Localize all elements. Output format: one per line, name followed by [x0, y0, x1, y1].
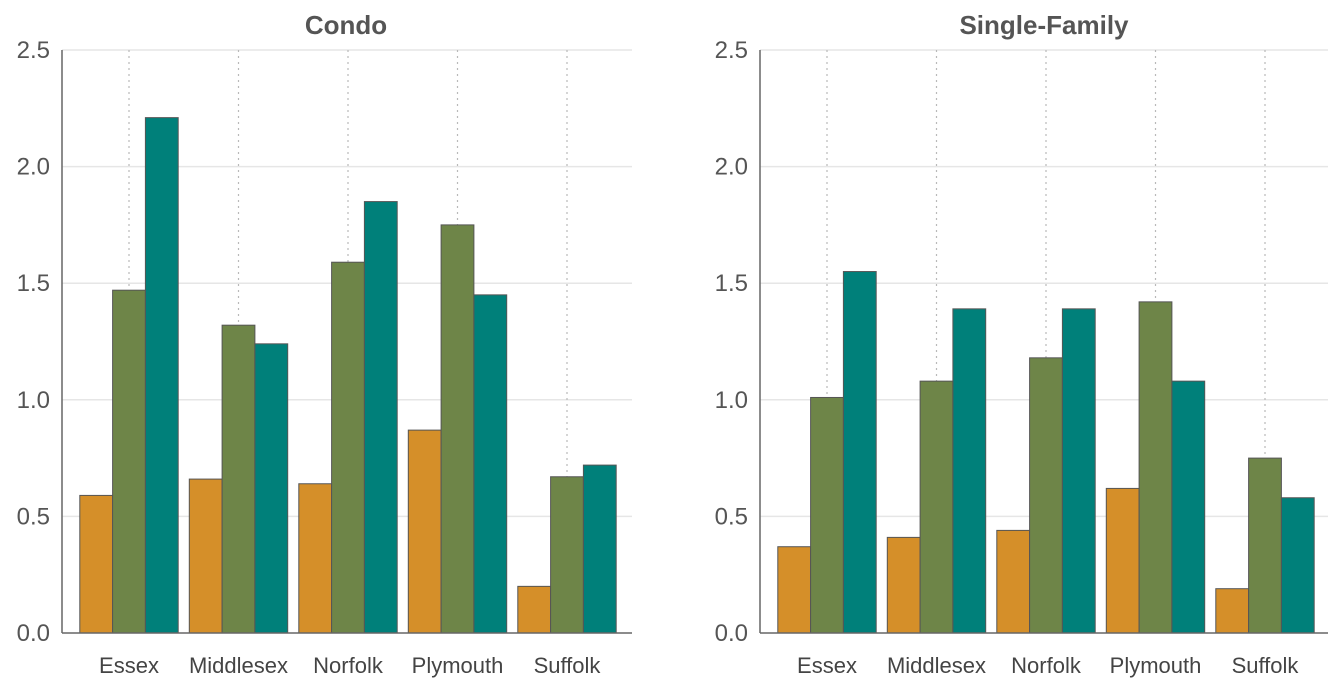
x-tick-label: Suffolk	[534, 653, 602, 678]
y-tick-label: 2.5	[715, 37, 748, 64]
bar	[1105, 487, 1140, 634]
bar	[144, 117, 179, 634]
bar	[582, 464, 617, 634]
y-tick-label: 2.0	[715, 154, 748, 181]
x-tick-label: Essex	[797, 653, 857, 678]
bar	[1171, 380, 1206, 634]
bar	[777, 546, 812, 634]
bar	[842, 271, 877, 634]
y-tick-label: 1.5	[715, 270, 748, 297]
bar	[221, 324, 256, 634]
bar	[1280, 497, 1315, 634]
x-tick-label: Suffolk	[1232, 653, 1300, 678]
y-tick-label: 2.5	[17, 37, 50, 64]
chart-title: Condo	[305, 10, 387, 40]
bar	[440, 224, 475, 634]
bar	[254, 343, 289, 634]
bar	[298, 483, 333, 634]
x-tick-label: Norfolk	[1011, 653, 1082, 678]
x-tick-label: Norfolk	[313, 653, 384, 678]
bar	[996, 529, 1031, 634]
x-tick-label: Middlesex	[887, 653, 986, 678]
bar	[517, 585, 552, 634]
bar	[1138, 301, 1173, 634]
y-tick-label: 0.0	[17, 620, 50, 647]
bar	[112, 289, 146, 634]
x-tick-label: Middlesex	[189, 653, 288, 678]
bar	[810, 396, 844, 634]
y-tick-label: 1.5	[17, 270, 50, 297]
bar	[886, 536, 921, 634]
bar	[550, 476, 584, 634]
bar	[407, 429, 442, 634]
condo-chart-panel: Condo 0.0 0.5 1.0 1.5 2.0 2.5 Essex Middlesex Nor…	[17, 10, 632, 678]
bar	[188, 478, 223, 634]
bar	[919, 380, 954, 634]
bar	[79, 494, 114, 634]
y-tick-label: 1.0	[17, 387, 50, 414]
bar	[1215, 588, 1250, 634]
chart-title: Single-Family	[959, 10, 1129, 40]
bar	[363, 201, 398, 634]
bar	[1061, 308, 1096, 634]
bar	[952, 308, 987, 634]
bar	[1248, 457, 1282, 634]
x-tick-label: Plymouth	[1110, 653, 1202, 678]
bar	[331, 261, 365, 634]
y-tick-label: 2.0	[17, 154, 50, 181]
y-tick-label: 0.5	[17, 503, 50, 530]
x-tick-label: Essex	[99, 653, 159, 678]
y-tick-label: 0.0	[715, 620, 748, 647]
x-tick-label: Plymouth	[412, 653, 504, 678]
bar	[473, 294, 508, 634]
bar	[1029, 357, 1063, 634]
y-tick-label: 0.5	[715, 503, 748, 530]
single-family-chart-panel: Single-Family 0.0 0.5 1.0 1.5 2.0 2.5 Essex Midd…	[715, 10, 1328, 678]
y-tick-label: 1.0	[715, 387, 748, 414]
